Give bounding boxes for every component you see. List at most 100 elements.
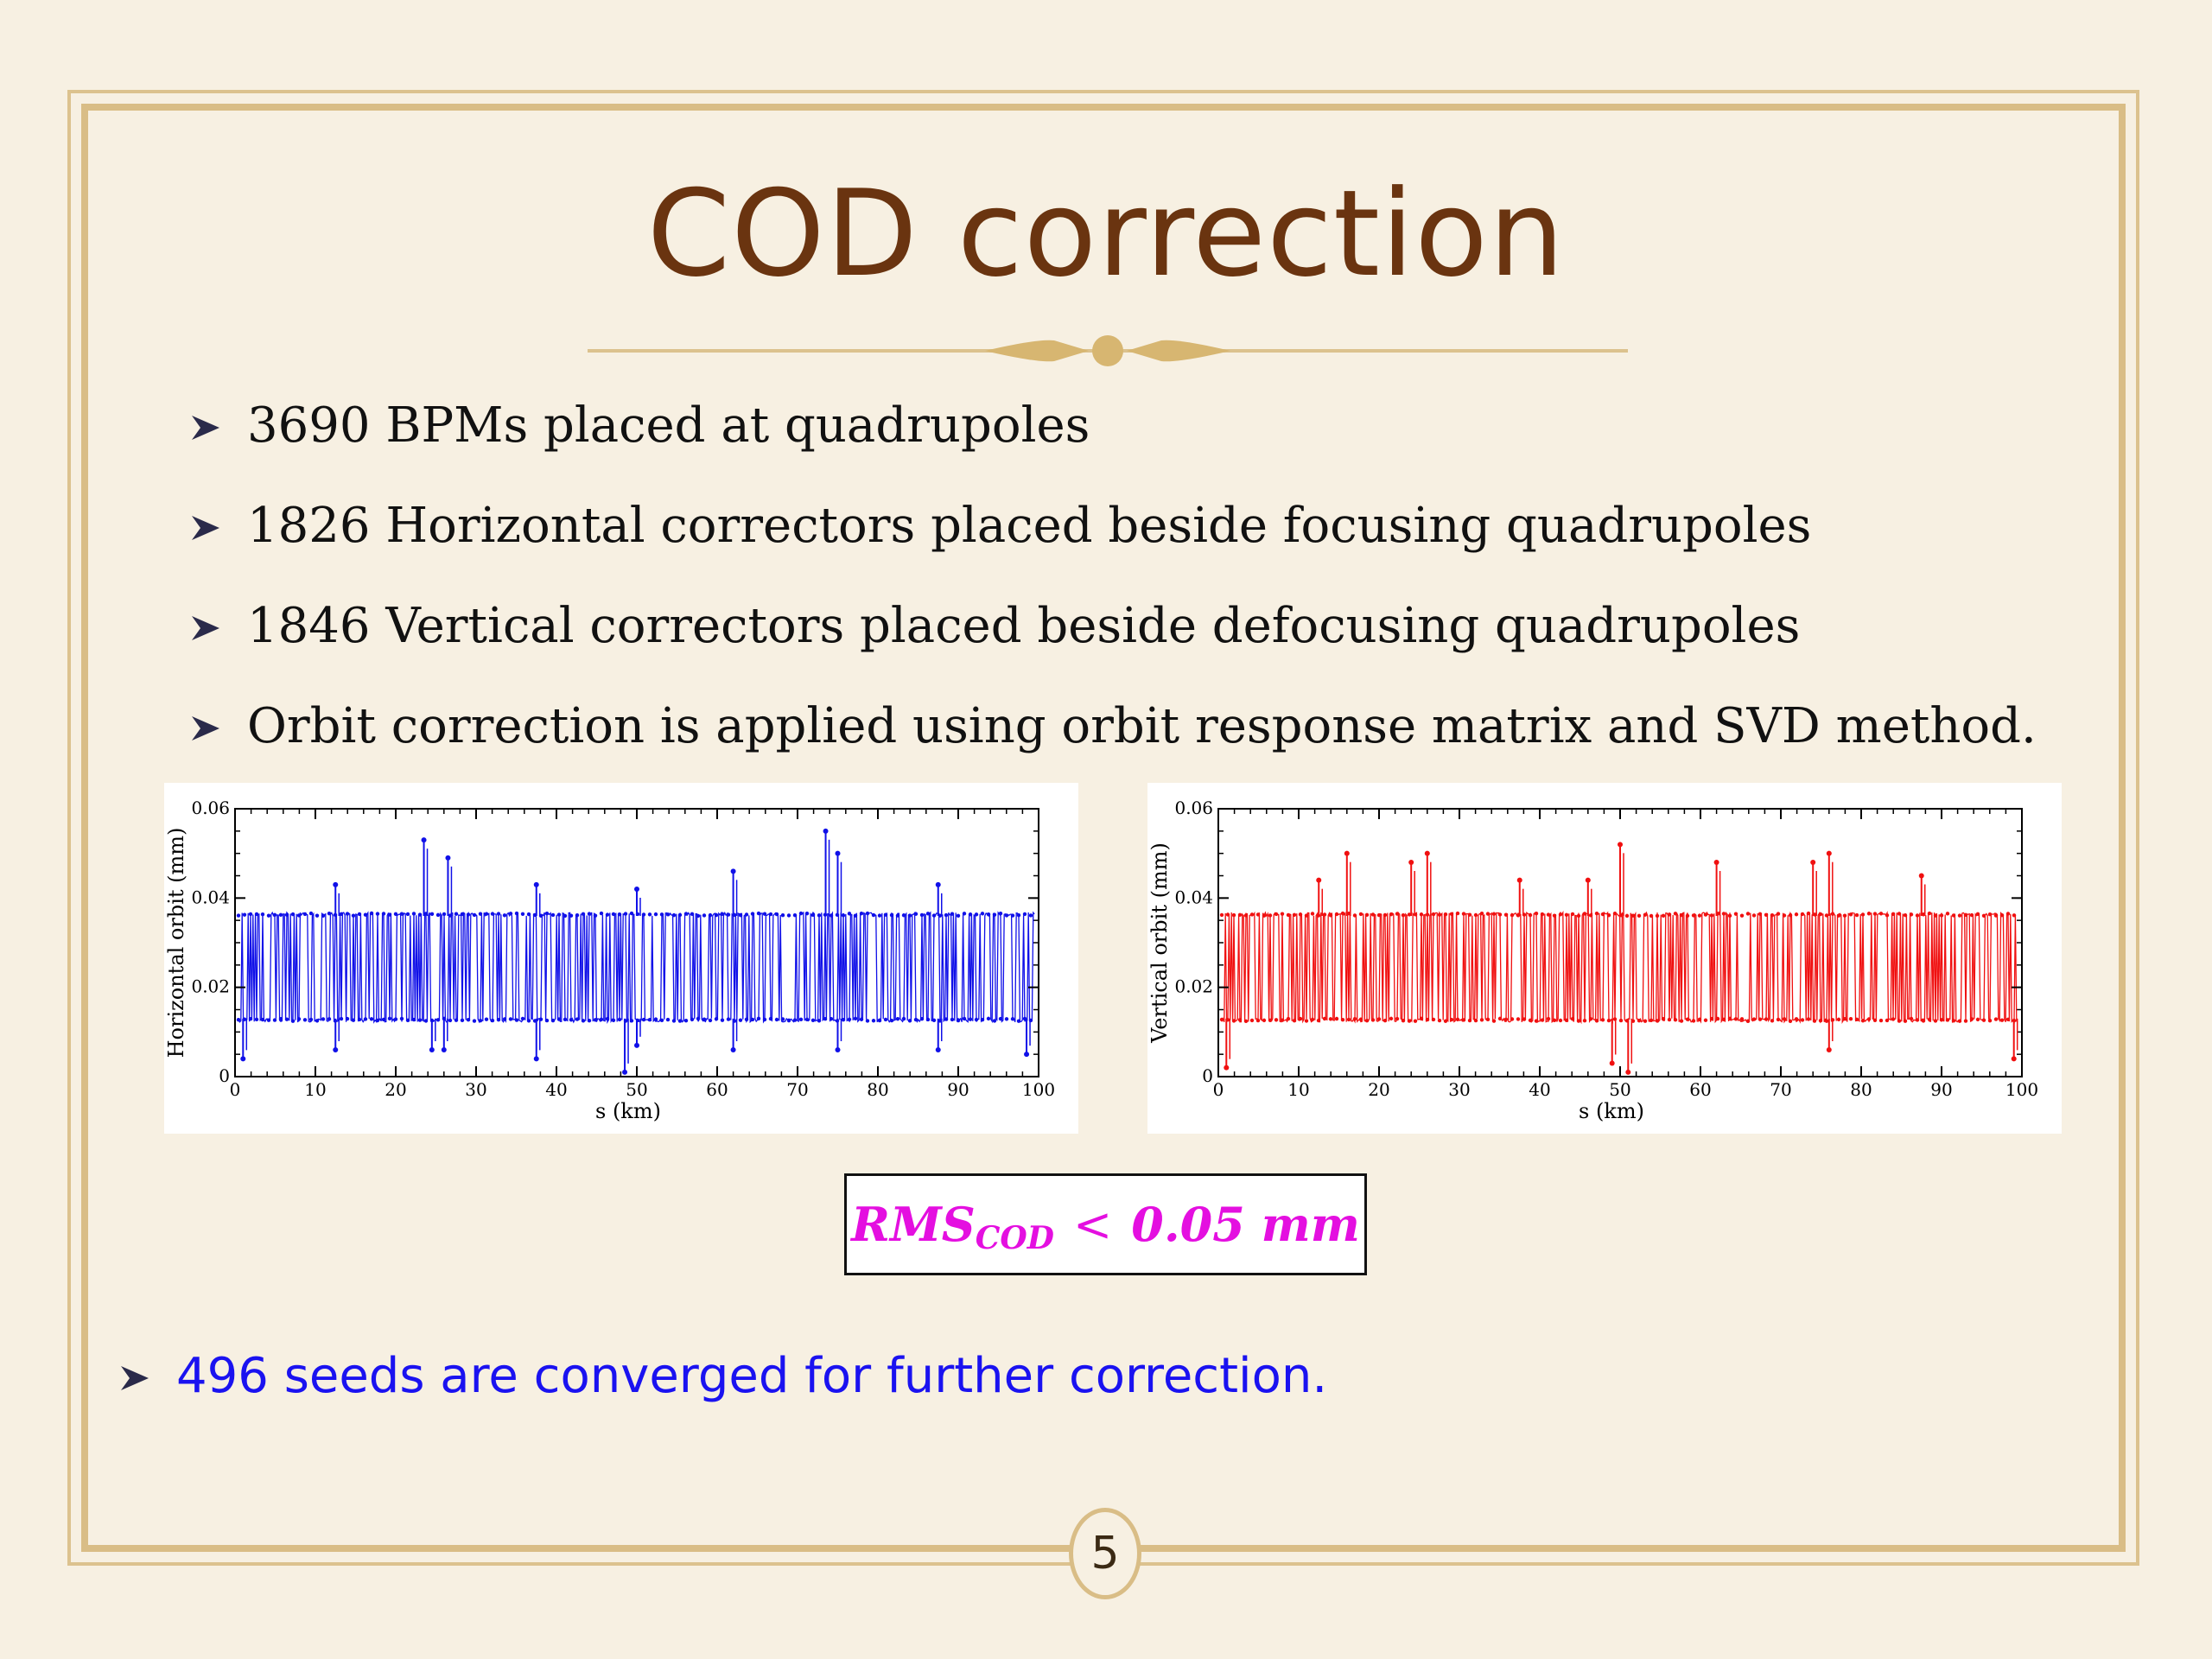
orbit-point — [1370, 912, 1376, 917]
orbit-point — [1963, 912, 1968, 918]
orbit-point — [817, 1019, 822, 1023]
orbit-point — [1649, 1018, 1654, 1023]
orbit-point — [617, 912, 622, 917]
orbit-point — [1721, 1017, 1726, 1022]
orbit-point — [454, 912, 459, 916]
orbit-spike-point — [1224, 1065, 1230, 1071]
orbit-point — [1788, 912, 1793, 918]
orbit-point — [1552, 913, 1557, 918]
x-axis-label: s (km) — [595, 1099, 661, 1123]
orbit-point — [1588, 1017, 1593, 1021]
orbit-point — [647, 912, 652, 917]
orbit-point — [1352, 913, 1357, 918]
orbit-point — [641, 1017, 646, 1022]
orbit-point — [563, 1017, 568, 1021]
orbit-point — [1485, 1017, 1491, 1022]
orbit-point — [883, 1017, 888, 1022]
orbit-point — [1473, 1018, 1478, 1023]
orbit-point — [1376, 912, 1382, 918]
orbit-point — [780, 913, 785, 918]
arrow-bullet-icon — [121, 1366, 149, 1390]
orbit-point — [810, 1018, 816, 1023]
orbit-point — [417, 912, 423, 917]
orbit-point — [339, 912, 344, 917]
orbit-point — [1969, 1017, 1974, 1021]
orbit-point — [774, 912, 779, 917]
orbit-point — [768, 1016, 773, 1021]
orbit-point — [1606, 913, 1611, 918]
orbit-point — [714, 912, 719, 918]
orbit-point — [1334, 1016, 1339, 1021]
x-tick-label: 0 — [230, 1079, 241, 1100]
orbit-point — [1503, 1017, 1509, 1022]
orbit-point — [792, 1018, 798, 1022]
orbit-point — [1528, 912, 1533, 918]
orbit-point — [1437, 912, 1442, 917]
orbit-point — [980, 912, 985, 916]
orbit-point — [1534, 912, 1539, 916]
orbit-point — [798, 911, 804, 916]
orbit-point — [1872, 912, 1878, 916]
orbit-point — [1909, 1016, 1914, 1021]
x-tick-label: 90 — [947, 1079, 969, 1100]
orbit-point — [1364, 1019, 1370, 1023]
orbit-spike-point — [1618, 842, 1623, 848]
orbit-point — [472, 912, 477, 918]
orbit-point — [671, 1019, 677, 1023]
orbit-point — [1866, 1017, 1872, 1021]
orbit-point — [1443, 912, 1448, 917]
orbit-point — [1389, 912, 1394, 917]
orbit-point — [708, 912, 713, 918]
orbit-point — [1510, 1017, 1515, 1021]
orbit-point — [1497, 912, 1503, 917]
orbit-point — [1016, 1019, 1021, 1023]
x-tick-label: 90 — [1930, 1079, 1952, 1100]
rms-cod-result-box: RMS COD <0.05 mm — [844, 1173, 1367, 1275]
orbit-point — [236, 1018, 241, 1022]
orbit-point — [1903, 912, 1908, 918]
orbit-point — [653, 912, 658, 917]
orbit-point — [659, 912, 664, 917]
arrow-bullet-icon — [192, 716, 219, 741]
orbit-point — [1661, 1016, 1666, 1021]
orbit-point — [484, 912, 489, 916]
slide-title: COD correction — [646, 164, 1566, 303]
orbit-point — [1842, 1017, 1847, 1021]
orbit-spike-point — [1344, 850, 1350, 856]
orbit-point — [1975, 1017, 1980, 1022]
orbit-point — [1697, 1017, 1702, 1022]
orbit-point — [690, 912, 695, 917]
orbit-point — [1461, 912, 1466, 916]
orbit-point — [1503, 912, 1509, 917]
orbit-point — [308, 911, 314, 916]
orbit-point — [1824, 913, 1829, 918]
orbit-point — [490, 1018, 495, 1023]
arrow-bullet-icon — [192, 416, 219, 440]
orbit-point — [339, 1016, 344, 1021]
orbit-point — [1842, 913, 1847, 918]
orbit-point — [345, 912, 350, 916]
orbit-point — [919, 1016, 925, 1021]
orbit-point — [1437, 1018, 1442, 1023]
orbit-point — [992, 912, 997, 917]
orbit-point — [1745, 1019, 1751, 1024]
orbit-point — [1854, 912, 1859, 918]
orbit-point — [599, 1017, 604, 1022]
orbit-point — [2005, 1017, 2011, 1022]
orbit-point — [1721, 912, 1726, 916]
orbit-point — [1522, 1017, 1527, 1021]
orbit-point — [369, 1017, 374, 1021]
orbit-point — [762, 1017, 767, 1022]
orbit-point — [871, 912, 876, 918]
orbit-point — [514, 911, 519, 916]
orbit-point — [913, 1017, 918, 1022]
orbit-point — [1473, 912, 1478, 918]
orbit-point — [1981, 1018, 1986, 1022]
orbit-point — [1915, 1018, 1920, 1022]
orbit-point — [1328, 1017, 1333, 1021]
orbit-point — [1643, 912, 1648, 917]
orbit-point — [345, 1016, 350, 1021]
x-tick-label: 30 — [1448, 1079, 1470, 1100]
orbit-point — [1624, 913, 1630, 918]
orbit-point — [1268, 1018, 1273, 1022]
